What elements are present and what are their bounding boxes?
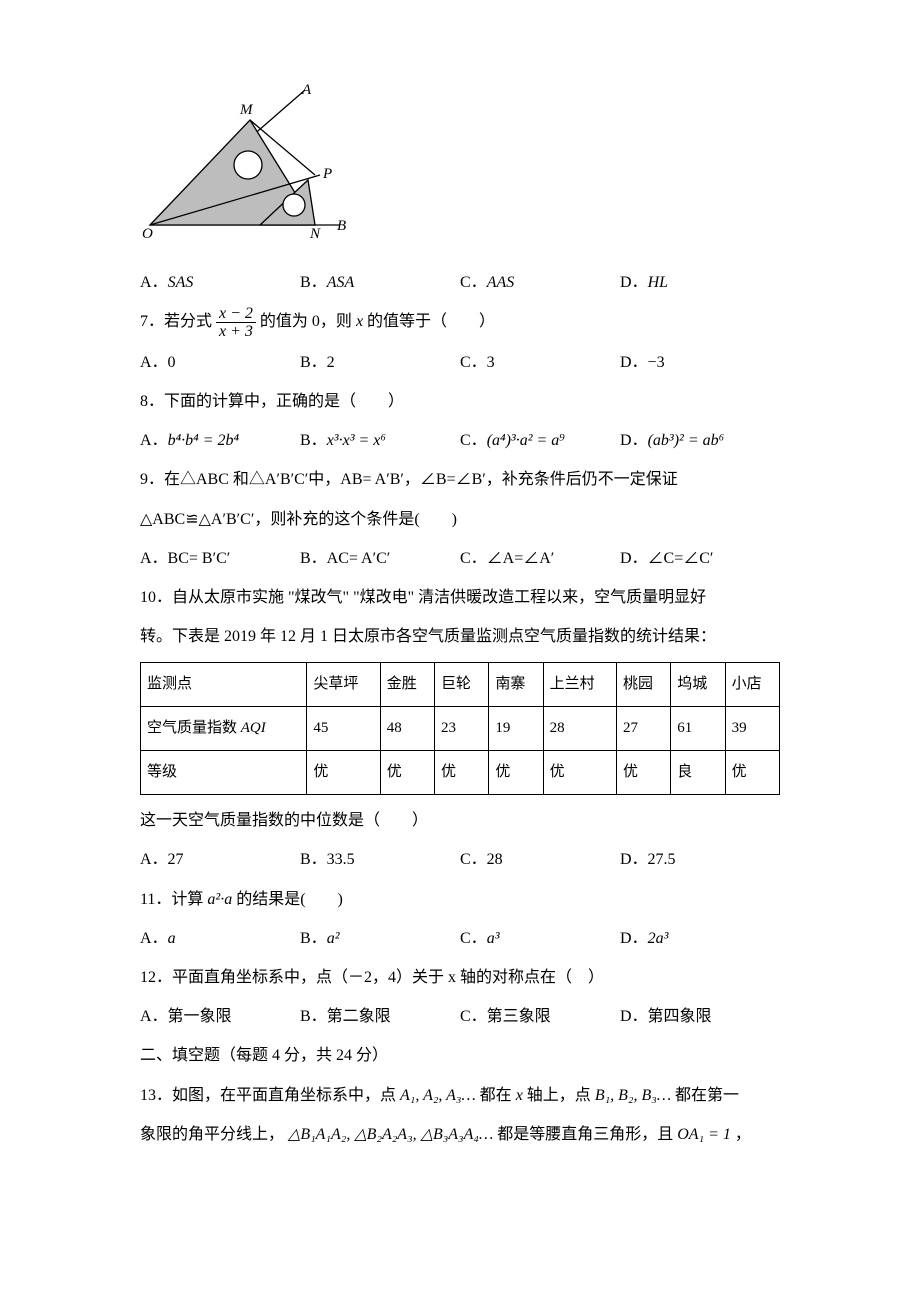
q13-line1: 13．如图，在平面直角坐标系中，点 A₁, A₂, A₃… 都在 x 轴上，点 … bbox=[140, 1078, 780, 1113]
q11-opt-D: D．2a³ bbox=[620, 921, 780, 956]
table-row: 等级 优 优 优 优 优 优 良 优 bbox=[141, 751, 780, 795]
label-B: B bbox=[337, 218, 346, 234]
q12-options: A．第一象限 B．第二象限 C．第三象限 D．第四象限 bbox=[140, 999, 780, 1034]
q9-opt-A: A．BC= B′C′ bbox=[140, 541, 300, 576]
q9-opt-C: C．∠A=∠A′ bbox=[460, 541, 620, 576]
q8-stem: 8．下面的计算中，正确的是（ ） bbox=[140, 384, 780, 419]
q11-stem: 11．计算 a²·a 的结果是( ) bbox=[140, 882, 780, 917]
q7-stem: 7．若分式 x − 2 x + 3 的值为 0，则 x 的值等于（ ） bbox=[140, 304, 780, 340]
label-N: N bbox=[309, 226, 321, 240]
q6-opt-A: A．SAS bbox=[140, 265, 300, 300]
q7-opt-A: A．0 bbox=[140, 345, 300, 380]
q9-options: A．BC= B′C′ B．AC= A′C′ C．∠A=∠A′ D．∠C=∠C′ bbox=[140, 541, 780, 576]
q11-opt-C: C．a³ bbox=[460, 921, 620, 956]
q10-opt-D: D．27.5 bbox=[620, 842, 780, 877]
q7-fraction: x − 2 x + 3 bbox=[216, 305, 256, 341]
q10-line1: 10．自从太原市实施 "煤改气" "煤改电" 清洁供暖改造工程以来，空气质量明显… bbox=[140, 580, 780, 615]
q8-opt-B: B．x³·x³ = x⁶ bbox=[300, 423, 460, 458]
label-P: P bbox=[322, 166, 332, 182]
q10-options: A．27 B．33.5 C．28 D．27.5 bbox=[140, 842, 780, 877]
q9-line2: △ABC≌△A′B′C′，则补充的这个条件是( ) bbox=[140, 502, 780, 537]
q7-opt-D: D．−3 bbox=[620, 345, 780, 380]
q12-stem: 12．平面直角坐标系中，点（－2，4）关于 x 轴的对称点在（ ） bbox=[140, 960, 780, 995]
q12-opt-C: C．第三象限 bbox=[460, 999, 620, 1034]
q7-options: A．0 B．2 C．3 D．−3 bbox=[140, 345, 780, 380]
label-M: M bbox=[239, 102, 254, 118]
q11-opt-A: A．a bbox=[140, 921, 300, 956]
q8-opt-C: C．(a⁴)³·a² = a⁹ bbox=[460, 423, 620, 458]
table-row: 监测点 尖草坪 金胜 巨轮 南寨 上兰村 桃园 坞城 小店 bbox=[141, 663, 780, 707]
q13-line2: 象限的角平分线上， △B₁A₁A₂, △B₂A₂A₃, △B₃A₃A₄… 都是等… bbox=[140, 1117, 780, 1152]
q8-opt-A: A．b⁴·b⁴ = 2b⁴ bbox=[140, 423, 300, 458]
section-2-header: 二、填空题（每题 4 分，共 24 分） bbox=[140, 1038, 780, 1073]
q6-opt-D: D．HL bbox=[620, 265, 780, 300]
aqi-table: 监测点 尖草坪 金胜 巨轮 南寨 上兰村 桃园 坞城 小店 空气质量指数 AQI… bbox=[140, 662, 780, 795]
q6-opt-B: B．ASA bbox=[300, 265, 460, 300]
q8-options: A．b⁴·b⁴ = 2b⁴ B．x³·x³ = x⁶ C．(a⁴)³·a² = … bbox=[140, 423, 780, 458]
q8-opt-D: D．(ab³)² = ab⁶ bbox=[620, 423, 780, 458]
q9-line1: 9．在△ABC 和△A′B′C′中，AB= A′B′，∠B=∠B′，补充条件后仍… bbox=[140, 462, 780, 497]
table-row: 空气质量指数 AQI 45 48 23 19 28 27 61 39 bbox=[141, 707, 780, 751]
label-A: A bbox=[301, 82, 312, 98]
q9-opt-D: D．∠C=∠C′ bbox=[620, 541, 780, 576]
q12-opt-B: B．第二象限 bbox=[300, 999, 460, 1034]
q6-options: A．SAS B．ASA C．AAS D．HL bbox=[140, 265, 780, 300]
q11-opt-B: B．a² bbox=[300, 921, 460, 956]
q9-opt-B: B．AC= A′C′ bbox=[300, 541, 460, 576]
q12-opt-D: D．第四象限 bbox=[620, 999, 780, 1034]
q10-stem2: 这一天空气质量指数的中位数是（ ） bbox=[140, 803, 780, 838]
q10-line2: 转。下表是 2019 年 12 月 1 日太原市各空气质量监测点空气质量指数的统… bbox=[140, 619, 780, 654]
q12-opt-A: A．第一象限 bbox=[140, 999, 300, 1034]
q10-opt-B: B．33.5 bbox=[300, 842, 460, 877]
geometry-figure: A M P O N B bbox=[140, 80, 780, 253]
label-O: O bbox=[142, 226, 153, 240]
q10-opt-C: C．28 bbox=[460, 842, 620, 877]
figure-svg: A M P O N B bbox=[140, 80, 350, 240]
q10-opt-A: A．27 bbox=[140, 842, 300, 877]
q7-opt-C: C．3 bbox=[460, 345, 620, 380]
q11-options: A．a B．a² C．a³ D．2a³ bbox=[140, 921, 780, 956]
q6-opt-C: C．AAS bbox=[460, 265, 620, 300]
q7-opt-B: B．2 bbox=[300, 345, 460, 380]
